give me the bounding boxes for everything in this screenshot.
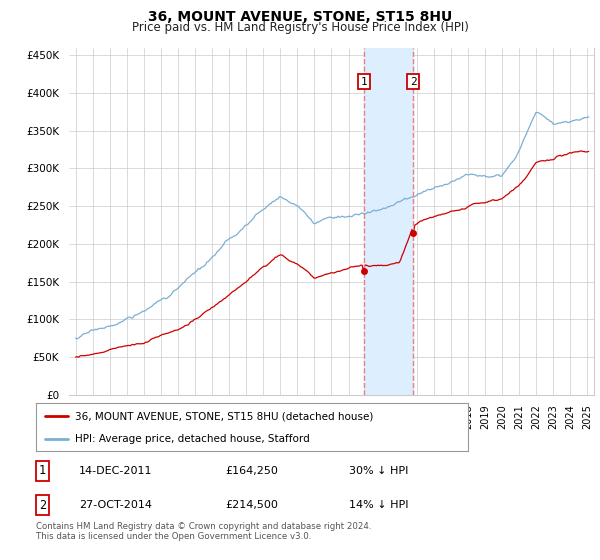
Text: Price paid vs. HM Land Registry's House Price Index (HPI): Price paid vs. HM Land Registry's House … bbox=[131, 21, 469, 34]
Text: £164,250: £164,250 bbox=[225, 466, 278, 476]
Text: 27-OCT-2014: 27-OCT-2014 bbox=[79, 500, 152, 510]
Text: HPI: Average price, detached house, Stafford: HPI: Average price, detached house, Staf… bbox=[75, 434, 310, 444]
Text: £214,500: £214,500 bbox=[225, 500, 278, 510]
Text: 1: 1 bbox=[39, 464, 46, 478]
Text: 36, MOUNT AVENUE, STONE, ST15 8HU (detached house): 36, MOUNT AVENUE, STONE, ST15 8HU (detac… bbox=[75, 411, 373, 421]
Text: 2: 2 bbox=[410, 77, 416, 87]
Text: Contains HM Land Registry data © Crown copyright and database right 2024.
This d: Contains HM Land Registry data © Crown c… bbox=[36, 522, 371, 542]
Bar bbox=[364, 48, 413, 395]
Text: 1: 1 bbox=[361, 77, 368, 87]
Text: 14-DEC-2011: 14-DEC-2011 bbox=[79, 466, 152, 476]
Text: 30% ↓ HPI: 30% ↓ HPI bbox=[349, 466, 409, 476]
Text: 14% ↓ HPI: 14% ↓ HPI bbox=[349, 500, 409, 510]
Text: 36, MOUNT AVENUE, STONE, ST15 8HU: 36, MOUNT AVENUE, STONE, ST15 8HU bbox=[148, 10, 452, 24]
Text: 2: 2 bbox=[39, 498, 46, 512]
